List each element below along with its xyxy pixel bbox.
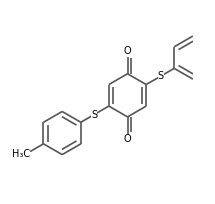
Text: S: S <box>91 110 97 120</box>
Text: H₃C: H₃C <box>12 149 30 159</box>
Text: O: O <box>124 47 131 57</box>
Text: O: O <box>124 134 131 144</box>
Text: S: S <box>158 71 164 81</box>
